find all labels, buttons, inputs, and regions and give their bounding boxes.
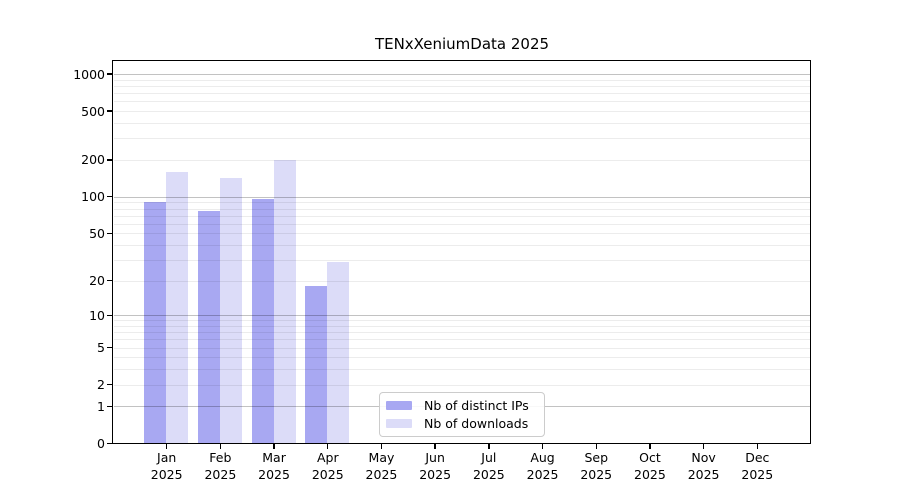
gridline-minor <box>114 101 810 103</box>
y-tick-label: 2 <box>97 377 105 393</box>
x-tick-mark <box>702 444 705 449</box>
legend-label-downloads: Nb of downloads <box>424 415 529 431</box>
gridline-minor <box>114 357 810 359</box>
x-tick-mark <box>327 444 329 449</box>
y-tick-label: 0 <box>97 436 105 451</box>
x-tick-mark <box>165 444 168 449</box>
y-tick-mark <box>107 405 113 408</box>
gridline-minor <box>114 244 810 246</box>
y-tick-mark <box>107 314 113 316</box>
gridline-minor <box>114 93 810 95</box>
y-tick-label: 200 <box>81 152 105 168</box>
x-tick-label-oct: Oct 2025 <box>634 450 666 482</box>
y-tick-label: 20 <box>89 273 105 289</box>
legend-item-downloads: Nb of downloads <box>386 416 536 431</box>
gridline-minor <box>114 339 810 341</box>
gridline-minor <box>114 223 810 225</box>
gridline-minor <box>114 259 810 261</box>
gridline-minor <box>114 233 810 235</box>
gridline-minor <box>114 138 810 140</box>
gridline-major <box>114 74 810 76</box>
legend: Nb of distinct IPs Nb of downloads <box>379 392 545 437</box>
gridline-minor <box>114 326 810 328</box>
y-tick-label: 100 <box>81 189 105 205</box>
bar-nb-of-downloads-feb <box>219 177 242 445</box>
bar-nb-of-distinct-ips-jan <box>144 202 167 445</box>
x-tick-mark <box>219 444 222 449</box>
gridline-minor <box>114 79 810 81</box>
x-tick-label-feb: Feb 2025 <box>204 450 237 482</box>
x-tick-mark <box>380 444 383 449</box>
x-tick-mark <box>273 444 275 449</box>
y-tick-mark <box>107 73 113 75</box>
gridline-minor <box>114 369 810 371</box>
x-tick-label-jun: Jun 2025 <box>419 450 452 482</box>
gridline-major <box>114 315 810 317</box>
y-tick-mark <box>107 232 113 234</box>
bar-nb-of-distinct-ips-mar <box>251 199 274 445</box>
gridline-minor <box>114 202 810 204</box>
x-tick-label-jan: Jan 2025 <box>150 450 183 482</box>
x-tick-label-jul: Jul 2025 <box>472 450 505 482</box>
x-tick-label-mar: Mar 2025 <box>258 450 290 482</box>
bar-nb-of-downloads-mar <box>273 160 296 445</box>
x-tick-mark <box>488 444 490 449</box>
y-tick-mark <box>107 280 113 282</box>
legend-label-distinct-ips: Nb of distinct IPs <box>424 398 529 414</box>
gridline-minor <box>114 159 810 161</box>
y-tick-mark <box>107 110 113 112</box>
x-tick-mark <box>434 444 436 449</box>
x-tick-mark <box>595 444 597 449</box>
gridline-minor <box>114 111 810 113</box>
x-tick-label-may: May 2025 <box>365 450 398 482</box>
x-tick-label-sep: Sep 2025 <box>580 450 613 482</box>
gridline-minor <box>114 280 810 282</box>
chart-title: TENxXeniumData 2025 <box>374 35 550 53</box>
y-tick-label: 10 <box>89 307 105 323</box>
gridline-major <box>114 196 810 198</box>
x-tick-label-apr: Apr 2025 <box>311 450 344 482</box>
x-tick-mark <box>756 444 758 449</box>
gridline-minor <box>114 347 810 349</box>
gridline-minor <box>114 384 810 386</box>
legend-item-distinct-ips: Nb of distinct IPs <box>386 398 536 413</box>
bar-nb-of-distinct-ips-feb <box>197 210 220 445</box>
y-tick-mark <box>107 196 113 198</box>
y-tick-label: 50 <box>89 225 105 241</box>
y-tick-mark <box>107 442 113 445</box>
gridline-minor <box>114 215 810 217</box>
bar-nb-of-distinct-ips-apr <box>305 286 328 445</box>
gridline-minor <box>114 86 810 88</box>
y-tick-label: 1 <box>97 398 105 414</box>
x-tick-label-aug: Aug 2025 <box>526 450 559 482</box>
gridline-minor <box>114 208 810 210</box>
y-tick-label: 5 <box>97 340 105 356</box>
x-tick-label-nov: Nov 2025 <box>687 450 720 482</box>
y-tick-label: 500 <box>81 103 105 119</box>
x-tick-mark <box>541 444 544 449</box>
x-tick-mark <box>649 444 651 449</box>
y-tick-mark <box>107 347 113 349</box>
bar-nb-of-downloads-apr <box>327 261 350 445</box>
y-tick-mark <box>107 384 113 386</box>
gridline-minor <box>114 332 810 334</box>
y-tick-label: 1000 <box>73 66 105 82</box>
gridline-minor <box>114 320 810 322</box>
gridline-minor <box>114 123 810 125</box>
legend-swatch-distinct-ips-icon <box>386 401 412 411</box>
x-tick-label-dec: Dec 2025 <box>741 450 774 482</box>
bar-nb-of-downloads-jan <box>166 171 189 445</box>
legend-swatch-downloads-icon <box>386 418 412 428</box>
y-tick-mark <box>107 159 113 161</box>
